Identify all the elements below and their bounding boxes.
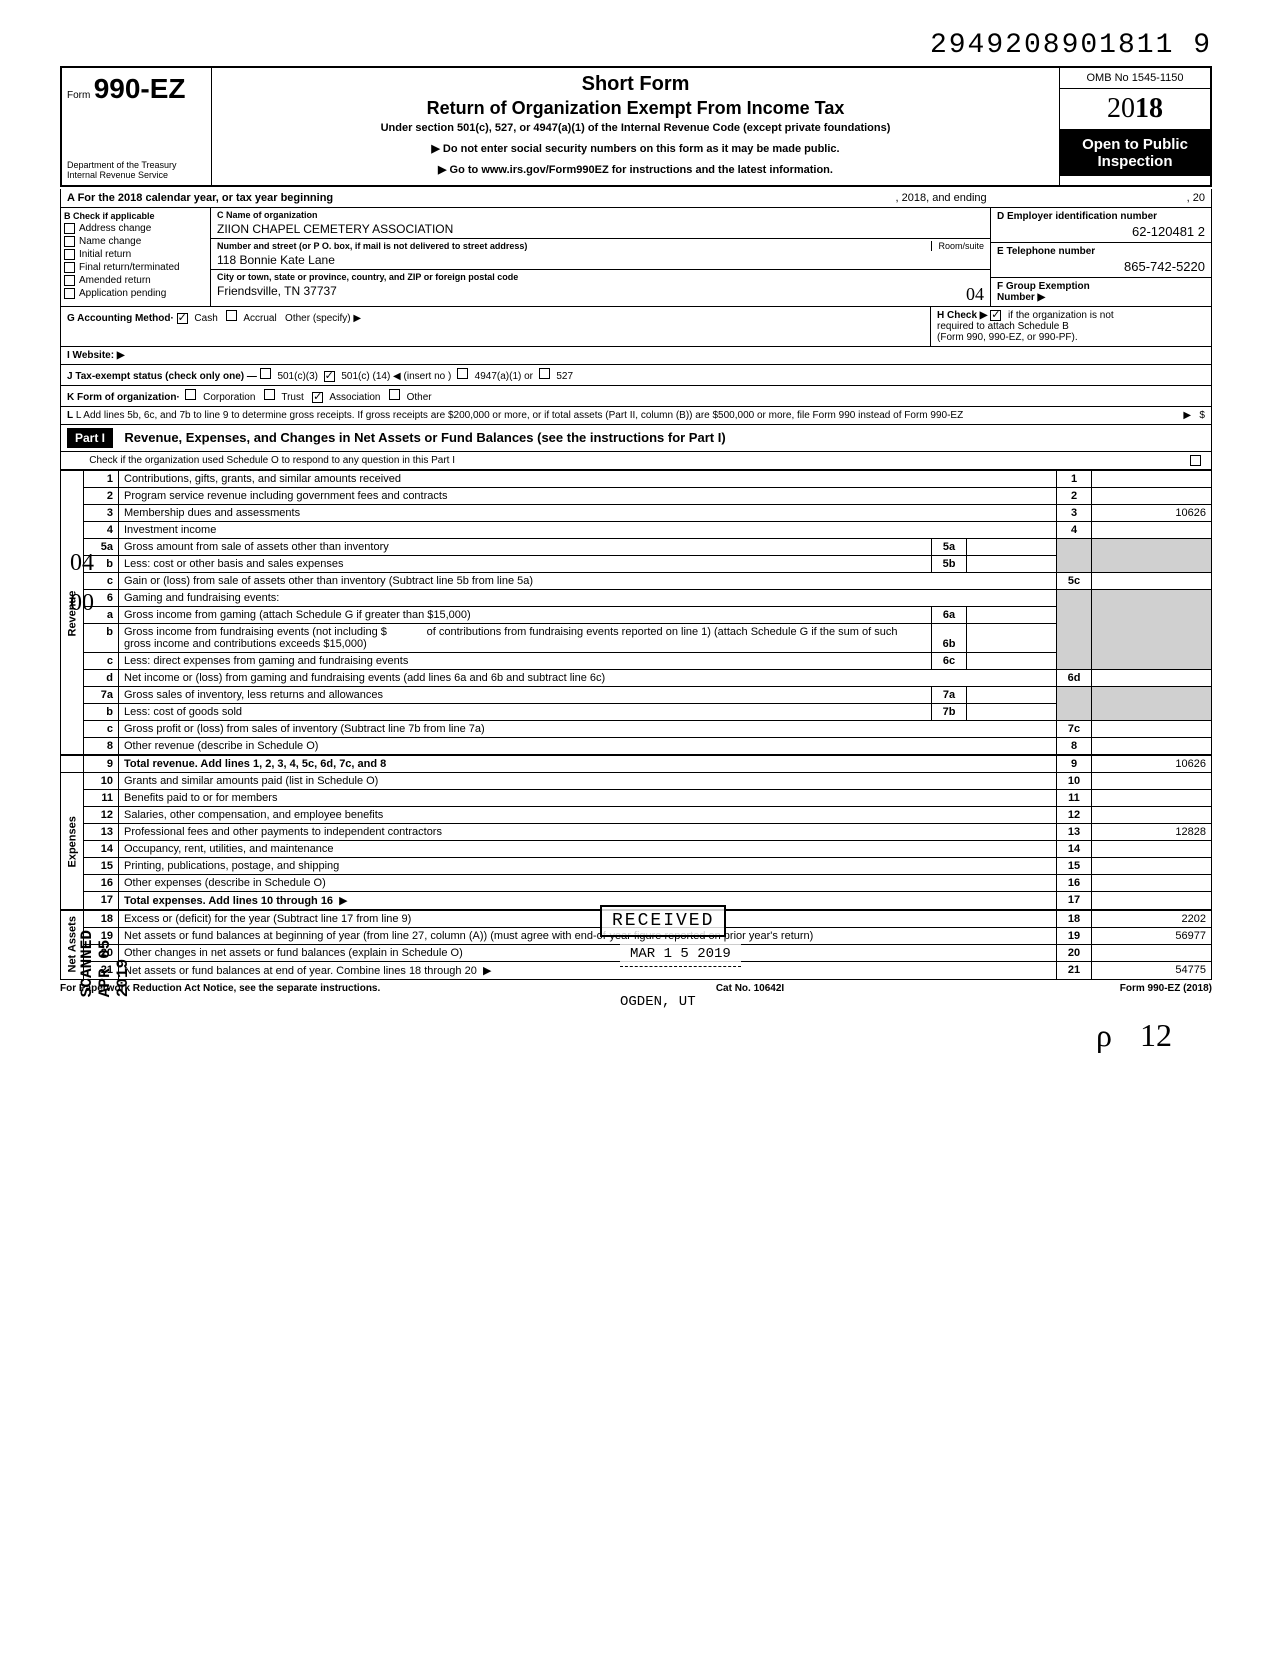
checkbox-cash[interactable] [177, 313, 188, 324]
date-stamp: MAR 1 5 2019 [620, 942, 741, 967]
row-h-schedule-b: H Check ▶ if the organization is not req… [931, 307, 1211, 346]
street-label: Number and street (or P O. box, if mail … [217, 241, 984, 251]
instruction-1: ▶ Do not enter social security numbers o… [222, 142, 1049, 155]
line-6c-amount[interactable] [967, 653, 1057, 670]
checkbox-initial-return[interactable] [64, 249, 75, 260]
line-9-amount[interactable]: 10626 [1092, 755, 1212, 773]
checkbox-amended[interactable] [64, 275, 75, 286]
handwritten-12: 12 [1140, 1017, 1172, 1054]
part-1-label: Part I [67, 428, 113, 448]
city-value[interactable]: Friendsville, TN 37737 04 [217, 284, 984, 298]
location-stamp: OGDEN, UT [610, 990, 706, 1014]
city-label: City or town, state or province, country… [217, 272, 984, 282]
row-i-website: I Website: ▶ [60, 347, 1212, 365]
line-11-amount[interactable] [1092, 790, 1212, 807]
checkbox-not-required-schedule-b[interactable] [990, 310, 1001, 321]
open-public-label: Open to Public Inspection [1060, 130, 1210, 176]
checkbox-corporation[interactable] [185, 389, 196, 400]
phone-label: E Telephone number [997, 246, 1205, 257]
received-stamp: RECEIVED [600, 905, 726, 937]
checkbox-accrual[interactable] [226, 310, 237, 321]
part-1-check-row: Check if the organization used Schedule … [60, 452, 1212, 470]
line-7c-amount[interactable] [1092, 721, 1212, 738]
checkbox-501c3[interactable] [260, 368, 271, 379]
form-number: 990-EZ [94, 73, 186, 104]
checkbox-name-change[interactable] [64, 236, 75, 247]
line-16-amount[interactable] [1092, 875, 1212, 892]
line-10-amount[interactable] [1092, 773, 1212, 790]
street-value[interactable]: 118 Bonnie Kate Lane [217, 253, 984, 267]
line-4-amount[interactable] [1092, 522, 1212, 539]
room-suite-label: Room/suite [931, 241, 984, 251]
row-j-tax-exempt: J Tax-exempt status (check only one) — 5… [60, 365, 1212, 386]
dept-treasury: Department of the Treasury [67, 160, 206, 170]
line-6d-amount[interactable] [1092, 670, 1212, 687]
org-name-value[interactable]: ZIION CHAPEL CEMETERY ASSOCIATION [217, 222, 984, 236]
row-l-instructions: L L Add lines 5b, 6c, and 7b to line 9 t… [60, 407, 1212, 425]
tax-year: 2018 [1060, 89, 1210, 130]
form-prefix: Form [67, 90, 90, 101]
checkbox-final-return[interactable] [64, 262, 75, 273]
line-21-amount[interactable]: 54775 [1092, 962, 1212, 980]
handwritten-04-city: 04 [966, 284, 984, 305]
line-2-amount[interactable] [1092, 488, 1212, 505]
handwritten-p: ρ [1096, 1017, 1112, 1054]
main-title: Return of Organization Exempt From Incom… [222, 98, 1049, 119]
form-lines-table: Revenue 1 Contributions, gifts, grants, … [60, 470, 1212, 980]
line-15-amount[interactable] [1092, 858, 1212, 875]
checkbox-other-org[interactable] [389, 389, 400, 400]
line-14-amount[interactable] [1092, 841, 1212, 858]
short-form-label: Short Form [222, 73, 1049, 96]
phone-value[interactable]: 865-742-5220 [997, 259, 1205, 274]
ein-label: D Employer identification number [997, 211, 1205, 222]
subtitle: Under section 501(c), 527, or 4947(a)(1)… [222, 122, 1049, 134]
checkbox-4947[interactable] [457, 368, 468, 379]
ein-value[interactable]: 62-120481 2 [997, 224, 1205, 239]
checkbox-address-change[interactable] [64, 223, 75, 234]
line-19-amount[interactable]: 56977 [1092, 928, 1212, 945]
scanned-stamp: SCANNED APR 05 2019 [78, 930, 132, 997]
checkbox-trust[interactable] [264, 389, 275, 400]
group-exemption-label: F Group Exemption Number ▶ [997, 281, 1205, 303]
line-6b-amount[interactable] [967, 624, 1057, 653]
line-18-amount[interactable]: 2202 [1092, 910, 1212, 928]
line-17-amount[interactable] [1092, 892, 1212, 911]
line-20-amount[interactable] [1092, 945, 1212, 962]
section-b: B Check if applicable Address change Nam… [61, 208, 211, 306]
document-id: 2949208901811 9 [60, 30, 1212, 61]
line-13-amount[interactable]: 12828 [1092, 824, 1212, 841]
handwritten-04: 04 [70, 550, 94, 577]
line-6a-amount[interactable] [967, 607, 1057, 624]
checkbox-schedule-o-used[interactable] [1190, 455, 1201, 466]
line-12-amount[interactable] [1092, 807, 1212, 824]
instruction-2: ▶ Go to www.irs.gov/Form990EZ for instru… [222, 163, 1049, 176]
row-a-tax-year: A For the 2018 calendar year, or tax yea… [60, 189, 1212, 208]
line-7a-amount[interactable] [967, 687, 1057, 704]
checkbox-501c[interactable] [324, 371, 335, 382]
dept-irs: Internal Revenue Service [67, 170, 206, 180]
omb-number: OMB No 1545-1150 [1060, 68, 1210, 89]
checkbox-527[interactable] [539, 368, 550, 379]
part-1-title: Revenue, Expenses, and Changes in Net As… [124, 430, 725, 445]
row-k-form-org: K Form of organization· Corporation Trus… [60, 386, 1212, 407]
org-name-label: C Name of organization [217, 210, 984, 220]
checkbox-pending[interactable] [64, 288, 75, 299]
line-1-amount[interactable] [1092, 471, 1212, 488]
line-3-amount[interactable]: 10626 [1092, 505, 1212, 522]
side-label-expenses: Expenses [61, 773, 84, 911]
line-5b-amount[interactable] [967, 556, 1057, 573]
line-7b-amount[interactable] [967, 704, 1057, 721]
line-5c-amount[interactable] [1092, 573, 1212, 590]
form-header: Form 990-EZ Department of the Treasury I… [60, 66, 1212, 187]
line-8-amount[interactable] [1092, 738, 1212, 756]
line-5a-amount[interactable] [967, 539, 1057, 556]
handwritten-00: 00 [70, 590, 94, 617]
checkbox-association[interactable] [312, 392, 323, 403]
row-g-accounting: G Accounting Method· Cash Accrual Other … [61, 307, 931, 346]
